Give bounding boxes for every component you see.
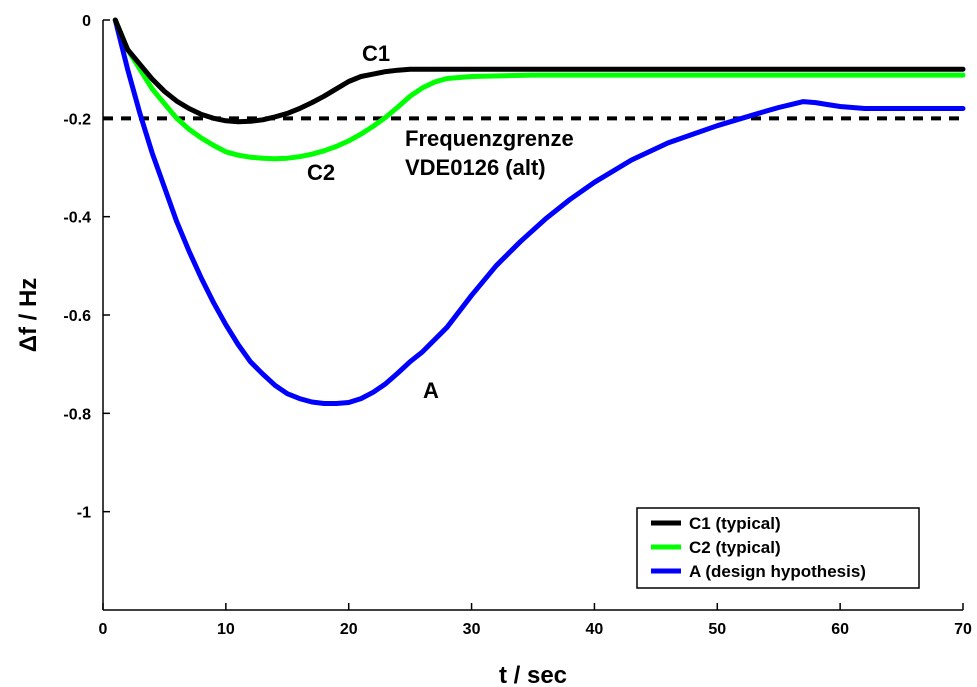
legend-box [636,507,920,589]
x-tick-label: 10 [217,621,235,638]
series-line-1 [112,17,966,125]
y-tick-label: 0 [82,13,91,30]
series-line-2 [112,17,966,162]
x-tick-label: 60 [831,621,849,638]
y-axis-label: Δf / Hz [15,278,42,353]
series-line-3 [112,17,966,406]
threshold-label-line1: Frequenzgrenze [405,126,574,151]
legend-label: C1 (typical) [689,514,781,533]
x-tick-label: 50 [708,621,726,638]
x-axis-label: t / sec [499,662,567,687]
series-layer [112,17,966,406]
x-tick-label: 0 [99,621,108,638]
annotation-a: A [423,378,439,403]
annotation-c2: C2 [307,160,335,185]
x-tick-label: 30 [463,621,481,638]
x-ticks: 0 10 20 30 40 50 60 70 [99,603,972,638]
y-tick-label: -0.6 [63,308,91,325]
legend-entries: C1 (typical) C2 (typical) A (design hypoth… [651,514,866,581]
y-tick-label: -0.2 [63,111,91,128]
y-tick-label: -0.8 [63,406,91,423]
y-ticks: 0 -0.2 -0.4 -0.6 -0.8 -1 [63,13,110,522]
legend-label: C2 (typical) [689,538,781,557]
x-tick-label: 70 [954,621,972,638]
legend: C1 (typical) C2 (typical) A (design hypoth… [636,507,920,589]
legend-label: A (design hypothesis) [689,562,866,581]
x-tick-label: 20 [340,621,358,638]
annotation-c1: C1 [362,41,390,66]
y-tick-label: -0.4 [63,210,91,227]
threshold-label-line2: VDE0126 (alt) [405,155,546,180]
x-tick-label: 40 [586,621,604,638]
plot-area: 0 10 20 30 40 50 60 70 0 -0.2 -0.4 -0.6 -0.8 -1 [63,13,972,638]
y-tick-label: -1 [77,505,91,522]
